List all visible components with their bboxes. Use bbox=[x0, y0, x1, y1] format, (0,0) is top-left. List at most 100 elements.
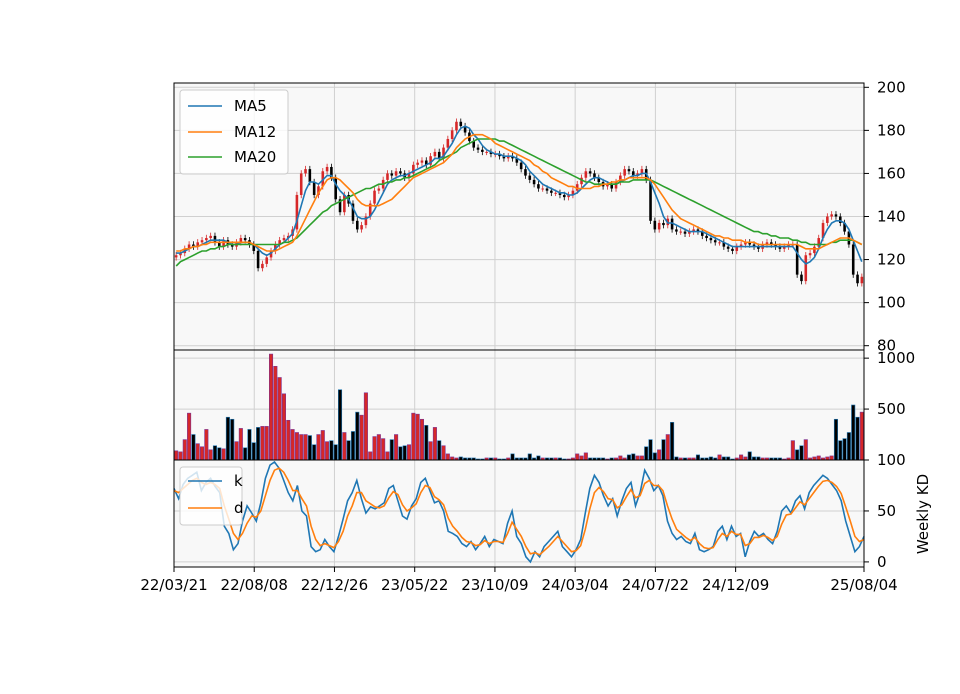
candle-body bbox=[782, 246, 786, 249]
candle-body bbox=[476, 147, 480, 150]
volume-bar bbox=[325, 441, 330, 461]
candle-body bbox=[217, 242, 221, 247]
candle-body bbox=[826, 216, 829, 223]
candle-body bbox=[450, 130, 454, 139]
candle-body bbox=[463, 126, 467, 133]
volume-bars bbox=[174, 353, 864, 461]
candle-body bbox=[584, 171, 588, 178]
volume-bar bbox=[329, 440, 334, 461]
candle-body bbox=[429, 156, 432, 165]
volume-bar bbox=[217, 447, 222, 461]
price-legend: MA5 MA12 MA20 bbox=[179, 89, 289, 175]
candle-body bbox=[593, 173, 596, 178]
candle-body bbox=[222, 240, 225, 247]
volume-bar bbox=[230, 418, 235, 461]
candle-body bbox=[416, 162, 419, 165]
xtick-label: 24/03/04 bbox=[541, 576, 608, 594]
xtick-label: 22/03/21 bbox=[140, 576, 207, 594]
volume-bar bbox=[178, 451, 183, 461]
xtick-label: 23/10/09 bbox=[461, 576, 528, 594]
candle-body bbox=[239, 238, 243, 243]
candle-body bbox=[386, 173, 389, 180]
volume-bar bbox=[583, 452, 588, 461]
volume-bar bbox=[652, 452, 657, 461]
kd-ytick-label: 50 bbox=[877, 502, 896, 520]
volume-bar bbox=[829, 455, 834, 461]
volume-bar bbox=[626, 454, 631, 461]
candle-body bbox=[519, 162, 523, 170]
candle-body bbox=[705, 235, 708, 239]
candle-body bbox=[610, 184, 614, 189]
candle-body bbox=[636, 173, 639, 176]
candle-body bbox=[748, 242, 752, 245]
candle-body bbox=[364, 216, 368, 226]
candle-body bbox=[631, 171, 635, 176]
candle-body bbox=[442, 147, 445, 159]
volume-bar bbox=[389, 439, 394, 461]
candle-body bbox=[265, 257, 269, 264]
volume-bar bbox=[575, 453, 580, 461]
volume-bar bbox=[251, 442, 256, 461]
candle-body bbox=[545, 188, 549, 191]
volume-bar bbox=[299, 434, 304, 461]
candle-body bbox=[360, 225, 363, 230]
candle-body bbox=[338, 199, 342, 213]
volume-bar bbox=[415, 413, 420, 461]
candle-body bbox=[394, 171, 398, 176]
candle-body bbox=[192, 244, 195, 247]
candle-body bbox=[537, 184, 540, 189]
kd-lines bbox=[173, 460, 865, 564]
volume-bar bbox=[182, 439, 187, 461]
xtick-label: 24/12/09 bbox=[702, 576, 769, 594]
candle-body bbox=[619, 175, 622, 183]
legend-ma12-label: MA12 bbox=[234, 123, 276, 141]
ma20-line bbox=[175, 138, 863, 267]
candle-body bbox=[571, 190, 575, 195]
kd-legend-box bbox=[179, 466, 243, 526]
moving-average-lines bbox=[175, 125, 863, 267]
volume-bar bbox=[286, 419, 291, 461]
candle-body bbox=[485, 151, 488, 153]
xtick-label: 22/12/26 bbox=[301, 576, 368, 594]
volume-bar bbox=[846, 432, 851, 461]
d-line bbox=[173, 467, 865, 556]
xtick-label: 25/08/04 bbox=[830, 576, 897, 594]
candle-body bbox=[623, 169, 626, 176]
volume-bar bbox=[191, 434, 196, 461]
volume-bar bbox=[644, 446, 649, 461]
candle-body bbox=[524, 169, 527, 176]
price-ytick-label: 180 bbox=[877, 121, 906, 139]
candle-body bbox=[860, 276, 864, 284]
candle-body bbox=[317, 186, 320, 195]
candle-body bbox=[433, 151, 437, 157]
volume-bar bbox=[851, 404, 856, 461]
candle-body bbox=[308, 169, 312, 183]
candle-body bbox=[407, 173, 411, 178]
candle-body bbox=[713, 240, 717, 243]
volume-bar bbox=[200, 446, 205, 461]
candle-body bbox=[541, 188, 545, 190]
candle-body bbox=[679, 231, 683, 233]
candle-body bbox=[174, 255, 178, 258]
volume-bar bbox=[717, 454, 722, 461]
candle-body bbox=[662, 222, 665, 226]
volume-bar bbox=[342, 432, 347, 461]
candle-body bbox=[808, 253, 812, 256]
candle-body bbox=[278, 240, 281, 245]
candle-body bbox=[813, 246, 816, 254]
candle-body bbox=[757, 246, 760, 249]
candle-body bbox=[269, 250, 273, 258]
volume-bar bbox=[407, 444, 412, 461]
volume-bar bbox=[648, 439, 653, 461]
candle-body bbox=[670, 218, 674, 230]
candle-body bbox=[295, 194, 299, 230]
candle-body bbox=[368, 203, 372, 217]
candle-body bbox=[489, 151, 493, 155]
candle-body bbox=[558, 192, 562, 195]
volume-bar bbox=[243, 447, 248, 461]
volume-bar bbox=[394, 434, 399, 461]
volume-bar bbox=[695, 454, 700, 461]
volume-bar bbox=[204, 429, 209, 461]
candle-body bbox=[851, 244, 855, 275]
